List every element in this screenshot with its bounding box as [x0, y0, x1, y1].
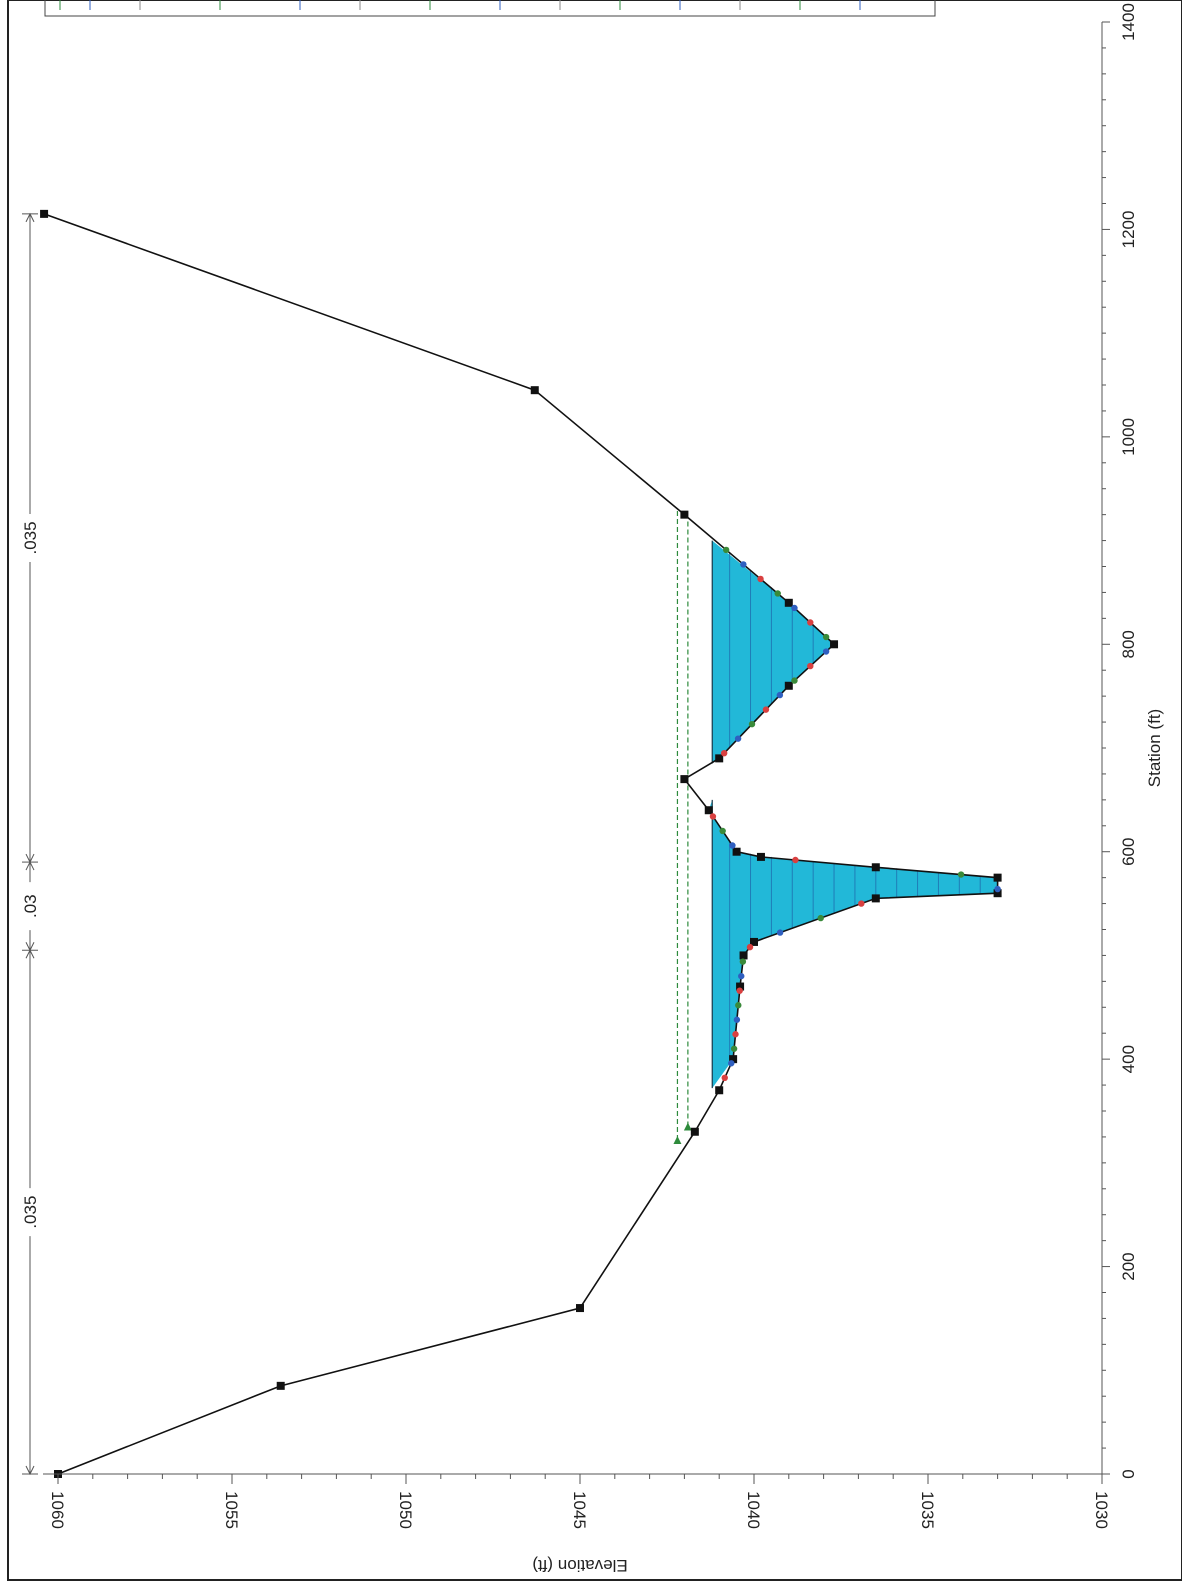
flow-marker — [722, 546, 730, 554]
ws-marker — [673, 1136, 682, 1145]
flow-marker — [807, 662, 814, 670]
flow-marker — [736, 987, 743, 994]
flow-marker — [733, 1016, 741, 1023]
manning-n-label: .035 — [21, 1196, 40, 1229]
ground-point — [871, 894, 880, 903]
flow-marker — [791, 604, 798, 612]
ws-marker — [683, 1122, 692, 1131]
flow-marker — [792, 856, 799, 864]
flow-marker — [732, 1031, 739, 1038]
flow-marker — [746, 943, 754, 951]
station-tick-label: 400 — [1119, 1045, 1138, 1073]
ground-point — [680, 510, 689, 519]
flow-marker — [776, 691, 784, 699]
water-fill — [712, 540, 835, 764]
manning-n-label: .035 — [21, 521, 40, 554]
flow-marker — [738, 972, 745, 980]
ground-point — [732, 847, 741, 856]
ground-point — [40, 209, 49, 218]
flow-marker — [748, 720, 756, 728]
flow-marker — [957, 871, 965, 878]
elevation-tick-label: 1030 — [1092, 1491, 1111, 1529]
y-axis-title: Elevation (ft) — [532, 1556, 627, 1575]
station-tick-label: 600 — [1119, 838, 1138, 866]
ground-point — [530, 386, 539, 395]
legend-fragment — [59, 0, 861, 10]
ground-point — [739, 951, 748, 960]
flow-marker — [791, 677, 798, 684]
n-arrow — [25, 1465, 35, 1476]
flow-marker — [822, 633, 830, 641]
station-tick-label: 200 — [1119, 1252, 1138, 1280]
flow-marker — [762, 706, 770, 713]
ground-point — [993, 889, 1002, 898]
n-arrow — [25, 212, 35, 223]
legend-box-fragment — [44, 0, 936, 17]
flow-marker — [817, 914, 824, 922]
flow-marker — [858, 900, 865, 907]
ground-point — [784, 681, 793, 690]
plot-area: .035 .03 .035 — [21, 209, 1002, 1478]
flow-marker — [720, 749, 728, 757]
manning-n-label: .03 — [21, 894, 40, 918]
ground-point — [690, 1127, 699, 1136]
flow-marker — [709, 813, 717, 820]
elevation-tick-label: 1035 — [918, 1491, 937, 1529]
flow-marker — [739, 958, 747, 965]
flow-marker — [994, 885, 1001, 893]
flow-marker — [822, 648, 830, 655]
ground-point — [871, 863, 880, 872]
n-arrow — [25, 942, 35, 952]
flow-marker — [735, 1002, 742, 1009]
ground-point — [276, 1381, 285, 1390]
flow-marker — [729, 842, 736, 849]
flow-marker — [730, 1045, 738, 1052]
flow-marker — [719, 827, 726, 835]
flow-marker — [776, 929, 784, 936]
ground-point — [830, 640, 839, 649]
ground-point — [736, 982, 745, 991]
elevation-tick-label: 1045 — [570, 1491, 589, 1529]
elevation-tick-label: 1040 — [744, 1491, 763, 1529]
station-tick-label: 1200 — [1119, 211, 1138, 249]
elevation-tick-label: 1050 — [396, 1491, 415, 1529]
ground-point — [729, 1055, 738, 1064]
elevation-tick-label: 1055 — [222, 1491, 241, 1529]
station-tick-label: 1000 — [1119, 418, 1138, 456]
ground-point — [715, 1086, 724, 1095]
station-tick-label: 1400 — [1119, 3, 1138, 41]
ground-point — [680, 775, 689, 784]
ground-point — [576, 1304, 584, 1313]
station-tick-label: 800 — [1119, 630, 1138, 658]
axis-ticks: 0 200 400 600 800 1000 1200 1400 1030 1035 1040 104… — [43, 3, 1138, 1529]
ground-line — [43, 213, 999, 1475]
flow-marker — [774, 590, 781, 597]
flow-marker — [721, 1074, 728, 1082]
ground-point — [784, 598, 793, 607]
x-axis-title: Station (ft) — [1145, 709, 1164, 787]
station-tick-label: 0 — [1119, 1469, 1138, 1478]
ground-point — [715, 754, 724, 763]
page-frame — [7, 0, 1182, 1581]
ground-point — [756, 852, 765, 861]
flow-marker — [757, 575, 764, 583]
ground-point — [704, 806, 713, 815]
flow-marker — [734, 735, 742, 742]
ground-point — [750, 937, 758, 946]
flow-marker — [740, 561, 747, 568]
n-arrow — [25, 853, 35, 864]
flow-marker — [728, 1060, 735, 1067]
elevation-tick-label: 1060 — [48, 1491, 67, 1529]
flow-marker — [807, 619, 814, 626]
ground-point — [993, 873, 1002, 882]
